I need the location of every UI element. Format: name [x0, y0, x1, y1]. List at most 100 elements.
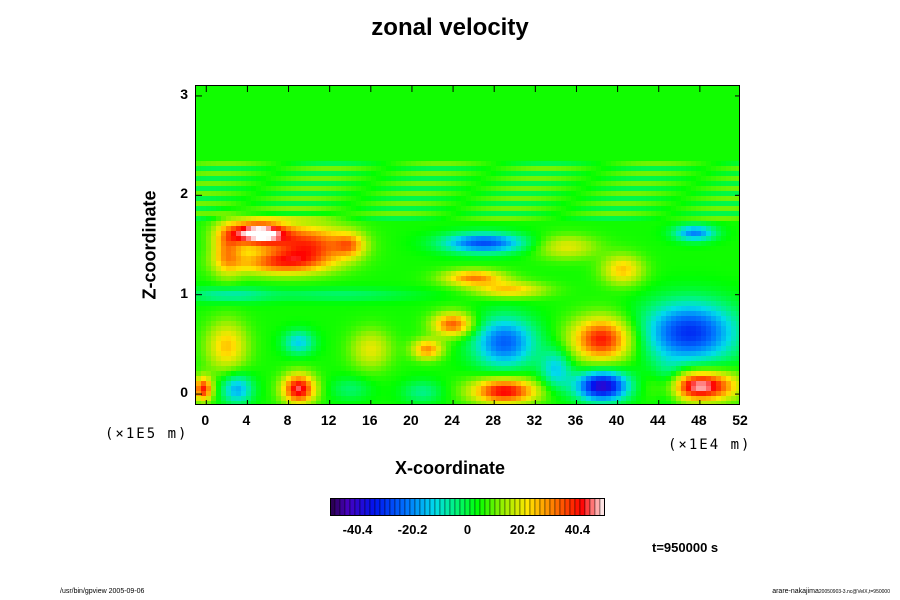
heatmap-cell — [706, 111, 712, 117]
heatmap-cell — [656, 211, 662, 217]
heatmap-cell — [336, 281, 342, 287]
heatmap-cell — [606, 201, 612, 207]
heatmap-cell — [201, 251, 207, 257]
heatmap-cell — [596, 191, 602, 197]
heatmap-cell — [281, 241, 287, 247]
heatmap-cell — [276, 201, 282, 207]
heatmap-cell — [736, 276, 739, 282]
heatmap-cell — [736, 216, 739, 222]
heatmap-cell — [506, 176, 512, 182]
heatmap-cell — [681, 111, 687, 117]
heatmap-cell — [671, 291, 677, 297]
heatmap-cell — [531, 276, 537, 282]
heatmap-cell — [671, 301, 677, 307]
heatmap-cell — [731, 136, 737, 142]
heatmap-cell — [216, 91, 222, 97]
heatmap-cell — [641, 126, 647, 132]
heatmap-cell — [491, 286, 497, 292]
heatmap-cell — [586, 286, 592, 292]
heatmap-cell — [241, 266, 247, 272]
heatmap-cell — [196, 221, 202, 227]
heatmap-cell — [471, 171, 477, 177]
heatmap-cell — [496, 241, 502, 247]
heatmap-cell — [501, 126, 507, 132]
heatmap-cell — [351, 286, 357, 292]
heatmap-cell — [651, 181, 657, 187]
heatmap-cell — [456, 291, 462, 297]
heatmap-cell — [691, 156, 697, 162]
heatmap-cell — [206, 301, 212, 307]
heatmap-cell — [391, 101, 397, 107]
heatmap-cell — [251, 266, 257, 272]
heatmap-cell — [436, 251, 442, 257]
heatmap-cell — [301, 311, 307, 317]
heatmap-cell — [691, 306, 697, 312]
heatmap-cell — [351, 226, 357, 232]
heatmap-cell — [326, 141, 332, 147]
heatmap-cell — [446, 126, 452, 132]
heatmap-cell — [301, 106, 307, 112]
heatmap-cell — [381, 236, 387, 242]
heatmap-cell — [276, 131, 282, 137]
heatmap-cell — [251, 216, 257, 222]
heatmap-cell — [431, 136, 437, 142]
heatmap-cell — [451, 231, 457, 237]
heatmap-cell — [571, 261, 577, 267]
heatmap-cell — [381, 176, 387, 182]
heatmap-cell — [346, 216, 352, 222]
heatmap-cell — [336, 101, 342, 107]
heatmap-cell — [396, 171, 402, 177]
heatmap-cell — [686, 261, 692, 267]
heatmap-cell — [446, 311, 452, 317]
heatmap-cell — [721, 116, 727, 122]
heatmap-cell — [196, 201, 202, 207]
heatmap-cell — [226, 276, 232, 282]
heatmap-cell — [501, 281, 507, 287]
heatmap-cell — [321, 266, 327, 272]
heatmap-cell — [501, 116, 507, 122]
heatmap-cell — [581, 166, 587, 172]
heatmap-cell — [226, 106, 232, 112]
heatmap-cell — [316, 271, 322, 277]
heatmap-cell — [291, 246, 297, 252]
heatmap-cell — [636, 136, 642, 142]
heatmap-cell — [656, 181, 662, 187]
heatmap-cell — [456, 276, 462, 282]
heatmap-cell — [286, 271, 292, 277]
heatmap-cell — [421, 121, 427, 127]
heatmap-cell — [531, 211, 537, 217]
heatmap-cell — [711, 136, 717, 142]
heatmap-cell — [411, 236, 417, 242]
heatmap-cell — [386, 141, 392, 147]
heatmap-cell — [196, 121, 202, 127]
heatmap-cell — [736, 236, 739, 242]
heatmap-cell — [246, 311, 252, 317]
heatmap-cell — [241, 101, 247, 107]
heatmap-cell — [476, 91, 482, 97]
heatmap-cell — [296, 191, 302, 197]
heatmap-cell — [421, 281, 427, 287]
heatmap-cell — [616, 206, 622, 212]
heatmap-cell — [211, 86, 217, 92]
heatmap-cell — [431, 281, 437, 287]
heatmap-cell — [731, 96, 737, 102]
heatmap-cell — [511, 226, 517, 232]
heatmap-cell — [296, 156, 302, 162]
heatmap-cell — [661, 281, 667, 287]
heatmap-cell — [721, 211, 727, 217]
heatmap-cell — [331, 291, 337, 297]
heatmap-cell — [271, 131, 277, 137]
heatmap-cell — [511, 246, 517, 252]
heatmap-cell — [616, 86, 622, 92]
heatmap-cell — [591, 306, 597, 312]
heatmap-cell — [491, 161, 497, 167]
heatmap-cell — [721, 101, 727, 107]
heatmap-cell — [616, 126, 622, 132]
heatmap-cell — [426, 231, 432, 237]
heatmap-cell — [321, 116, 327, 122]
heatmap-cell — [521, 136, 527, 142]
heatmap-cell — [201, 111, 207, 117]
heatmap-cell — [391, 246, 397, 252]
heatmap-cell — [466, 141, 472, 147]
heatmap-cell — [651, 291, 657, 297]
